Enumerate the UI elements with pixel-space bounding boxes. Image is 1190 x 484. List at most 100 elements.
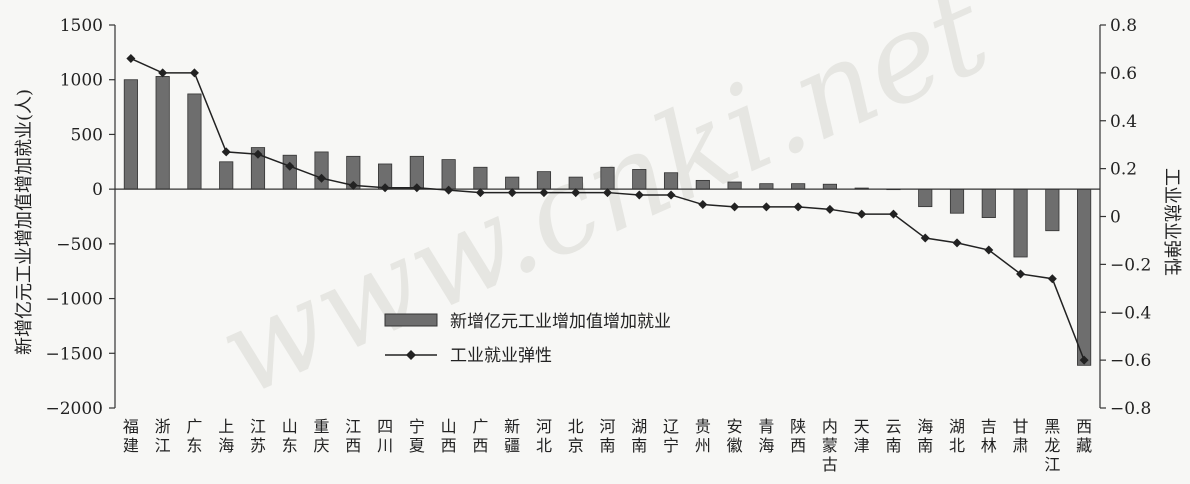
bar — [663, 172, 679, 190]
right-tick-label: −0.8 — [1110, 399, 1151, 419]
line-point-marker — [1047, 274, 1057, 284]
bar — [1077, 188, 1092, 366]
category-label: 甘肃 — [1013, 417, 1029, 455]
bar — [759, 183, 774, 190]
line-point-marker — [984, 245, 994, 255]
legend-bar-label: 新增亿元工业增加值增加就业 — [450, 312, 671, 332]
category-label: 新疆 — [504, 417, 520, 455]
line-point-marker — [189, 68, 199, 78]
bar — [822, 183, 837, 190]
category-label: 贵州 — [695, 417, 711, 455]
line-point-marker — [825, 204, 835, 214]
line-point-marker — [761, 202, 771, 212]
line-point-marker — [507, 188, 517, 198]
legend: 新增亿元工业增加值增加就业 工业就业弹性 — [384, 312, 671, 366]
left-tick-label: −1000 — [45, 290, 103, 310]
left-axis-ticks: 1500 1000 500 0 −500 −1000 −1500 −2000 — [45, 16, 115, 419]
legend-bar-swatch — [384, 313, 438, 327]
category-label: 上海 — [218, 417, 234, 455]
bar — [695, 179, 710, 190]
category-label: 浙江 — [155, 417, 171, 455]
category-label: 陕西 — [790, 417, 806, 455]
line-point-marker — [793, 202, 803, 212]
right-tick-label: −0.4 — [1110, 303, 1151, 323]
right-tick-label: 0.6 — [1110, 64, 1137, 84]
line-point-marker — [539, 188, 549, 198]
left-tick-label: 1500 — [60, 16, 103, 36]
bar — [949, 188, 965, 214]
category-label: 广西 — [472, 417, 488, 455]
line-point-marker — [158, 68, 168, 78]
bar — [727, 181, 742, 190]
bar — [568, 176, 583, 190]
category-label: 安徽 — [727, 417, 743, 455]
left-tick-label: 0 — [92, 180, 103, 200]
bar — [282, 154, 297, 190]
line-point-marker — [444, 185, 454, 195]
category-label: 山西 — [441, 417, 457, 455]
category-label: 黑龙江 — [1044, 417, 1060, 474]
right-axis-ticks: 0.8 0.6 0.4 0.2 0 −0.2 −0.4 −0.6 −0.8 — [1100, 16, 1151, 419]
category-label: 江苏 — [250, 417, 266, 455]
line-point-marker — [603, 188, 612, 198]
bar — [791, 183, 806, 190]
line-point-marker — [221, 147, 231, 157]
right-tick-label: 0.8 — [1110, 16, 1137, 36]
category-label: 湖南 — [631, 417, 647, 455]
line-point-marker — [634, 190, 644, 200]
line-series — [126, 54, 1089, 365]
category-label: 西藏 — [1076, 417, 1092, 455]
bar — [314, 151, 329, 190]
line-point-marker — [1016, 269, 1026, 279]
category-label: 四川 — [377, 417, 393, 455]
left-tick-label: −2000 — [45, 399, 103, 419]
bar — [187, 93, 202, 190]
line-point-marker — [253, 149, 263, 159]
line-point-marker — [126, 54, 136, 64]
category-label: 重庆 — [314, 417, 330, 455]
category-label: 内蒙古 — [822, 417, 838, 474]
category-label: 天津 — [854, 417, 870, 455]
line-point-marker — [666, 190, 676, 200]
watermark-text: www.cnki.net — [200, 0, 1008, 424]
line-point-marker — [571, 188, 581, 198]
bar-series — [123, 76, 1092, 366]
category-label: 河南 — [599, 417, 615, 455]
bar — [473, 166, 488, 190]
bar — [981, 188, 996, 218]
left-axis-label: 新增亿元工业增加值增加就业(人) — [14, 89, 35, 355]
line-point-marker — [888, 209, 898, 219]
bar — [918, 188, 933, 208]
bar — [219, 161, 234, 190]
right-tick-label: −0.2 — [1110, 255, 1151, 275]
category-label: 山东 — [282, 417, 298, 455]
category-labels: 福建浙江广东上海江苏山东重庆江西四川宁夏山西广西新疆河北北京河南湖南辽宁贵州安徽… — [123, 417, 1092, 474]
category-label: 广东 — [186, 417, 202, 455]
category-label: 吉林 — [981, 417, 997, 455]
right-axis-label: 工业就业弹性 — [1161, 168, 1182, 276]
bar — [505, 176, 520, 190]
category-label: 福建 — [123, 417, 139, 455]
line-point-marker — [380, 183, 390, 193]
legend-line-label: 工业就业弹性 — [450, 346, 552, 366]
legend-line-marker — [406, 350, 416, 360]
line-point-marker — [317, 173, 327, 183]
category-label: 湖北 — [949, 417, 965, 455]
right-tick-label: −0.6 — [1110, 351, 1151, 371]
bar — [632, 169, 647, 190]
left-tick-label: −500 — [56, 235, 103, 255]
left-tick-label: −1500 — [45, 344, 103, 364]
right-tick-label: 0.4 — [1110, 112, 1137, 132]
line-point-marker — [348, 180, 358, 190]
bar — [600, 166, 615, 190]
line-point-marker — [730, 202, 740, 212]
category-label: 北京 — [568, 417, 584, 455]
left-tick-label: 1000 — [60, 71, 103, 91]
bar — [123, 79, 138, 190]
category-label: 辽宁 — [663, 417, 679, 455]
line-point-marker — [857, 209, 867, 219]
bar — [441, 159, 456, 190]
line-point-marker — [952, 238, 962, 248]
line-point-marker — [698, 200, 708, 210]
